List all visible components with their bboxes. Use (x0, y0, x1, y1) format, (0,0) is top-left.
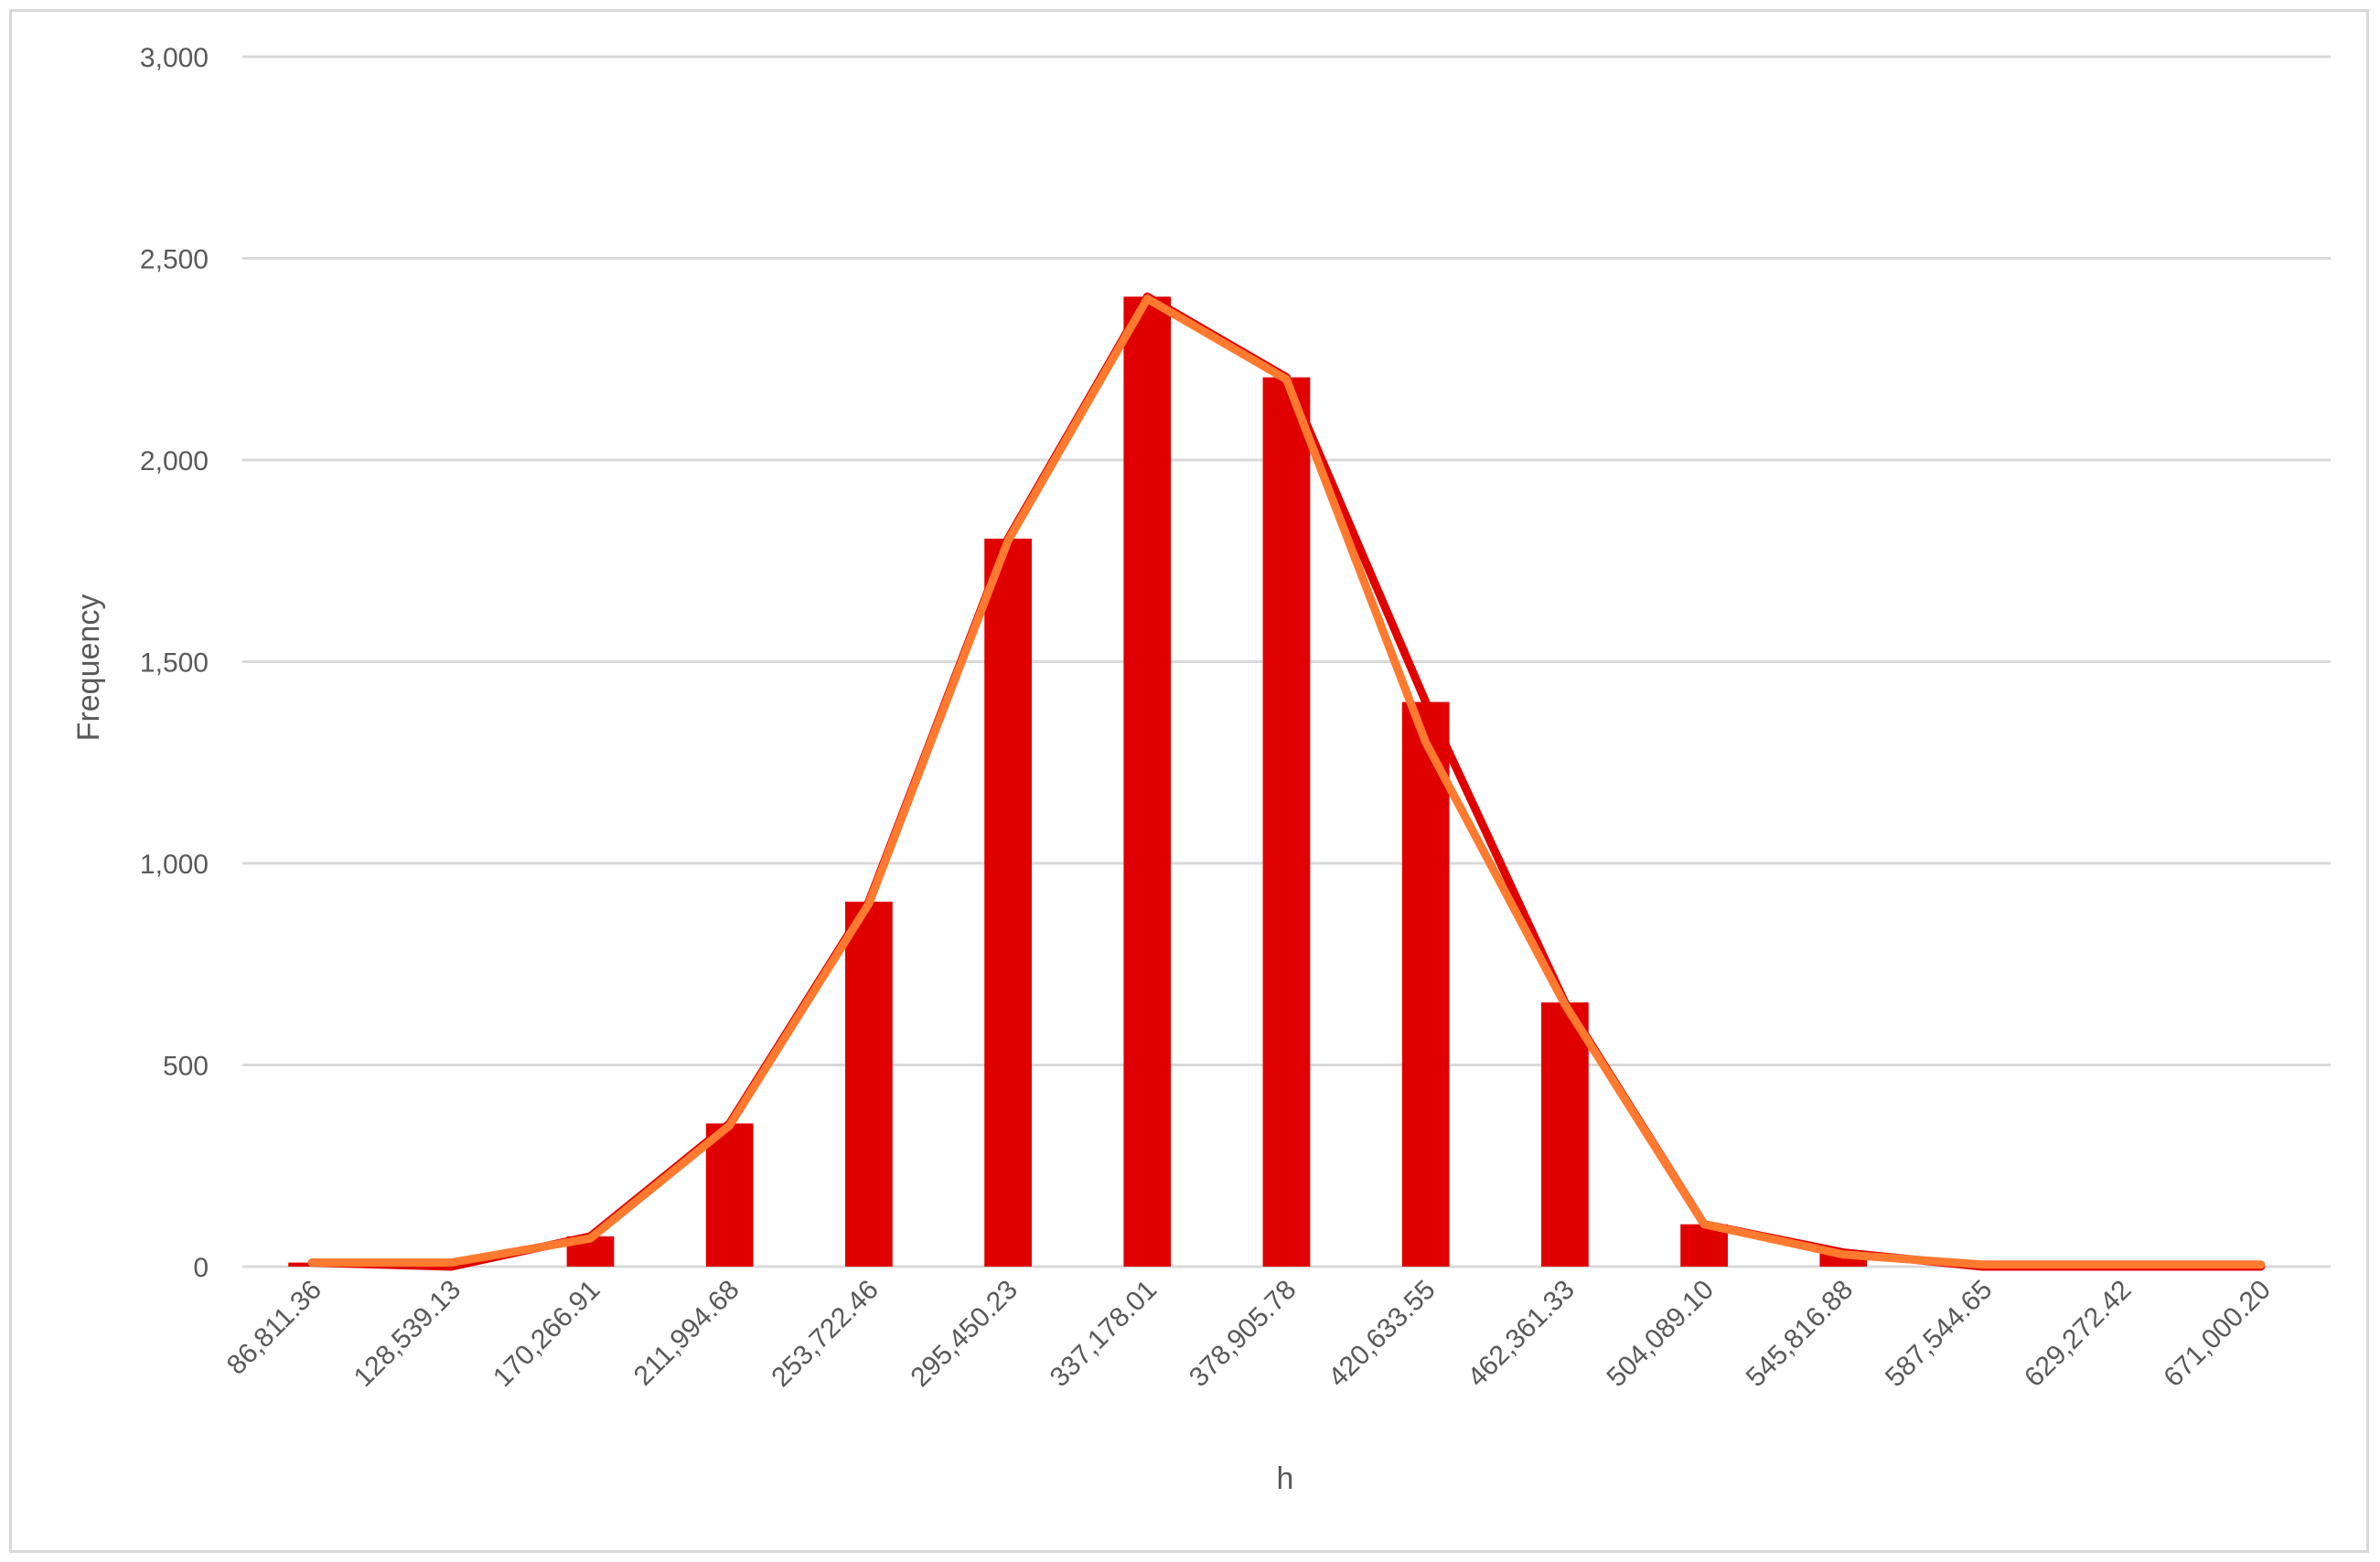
series-line-2 (307, 294, 2266, 1269)
x-tick-label: 378,905.78 (1184, 1275, 1303, 1394)
lines (307, 292, 2266, 1271)
bar (705, 1123, 754, 1267)
y-axis-label: Frequency (71, 594, 106, 742)
x-tick-label: 671,000.20 (2158, 1275, 2277, 1394)
x-tick-label: 504,089.10 (1602, 1275, 1721, 1394)
bars (288, 296, 1868, 1268)
bar (1123, 296, 1172, 1267)
y-tick-label: 0 (193, 1253, 209, 1283)
bar (1262, 377, 1311, 1268)
x-tick-label: 629,272.42 (2019, 1275, 2138, 1394)
x-tick-label: 170,266.91 (488, 1275, 606, 1394)
bar (845, 901, 893, 1267)
bar (1401, 701, 1450, 1267)
x-tick-label: 545,816.88 (1741, 1275, 1860, 1394)
x-tick-label: 337,178.01 (1045, 1275, 1163, 1394)
y-tick-label: 2,500 (140, 245, 209, 275)
chart-frame (9, 9, 2369, 1553)
x-axis-ticks: 86,811.36 128,539.13 170,266.91 211,994.68 2… (221, 1275, 2277, 1394)
bar (984, 538, 1032, 1267)
x-tick-label: 587,544.65 (1880, 1275, 1999, 1394)
x-tick-label: 86,811.36 (221, 1275, 327, 1381)
x-axis-label: h (1277, 1461, 1294, 1496)
y-tick-label: 1,500 (140, 648, 209, 679)
y-tick-label: 500 (163, 1052, 209, 1082)
y-tick-label: 1,000 (140, 850, 209, 880)
x-tick-label: 295,450.23 (906, 1275, 1024, 1394)
y-axis-ticks: 0 500 1,000 1,500 2,000 2,500 3,000 (140, 43, 209, 1283)
x-tick-label: 128,539.13 (348, 1275, 467, 1394)
x-tick-label: 462,361.33 (1462, 1275, 1581, 1394)
x-tick-label: 253,722.46 (766, 1275, 884, 1394)
x-tick-label: 420,633.55 (1323, 1275, 1442, 1394)
bar (1541, 1002, 1589, 1267)
y-tick-label: 2,000 (140, 446, 209, 476)
y-tick-label: 3,000 (140, 43, 209, 73)
x-tick-label: 211,994.68 (628, 1275, 745, 1392)
